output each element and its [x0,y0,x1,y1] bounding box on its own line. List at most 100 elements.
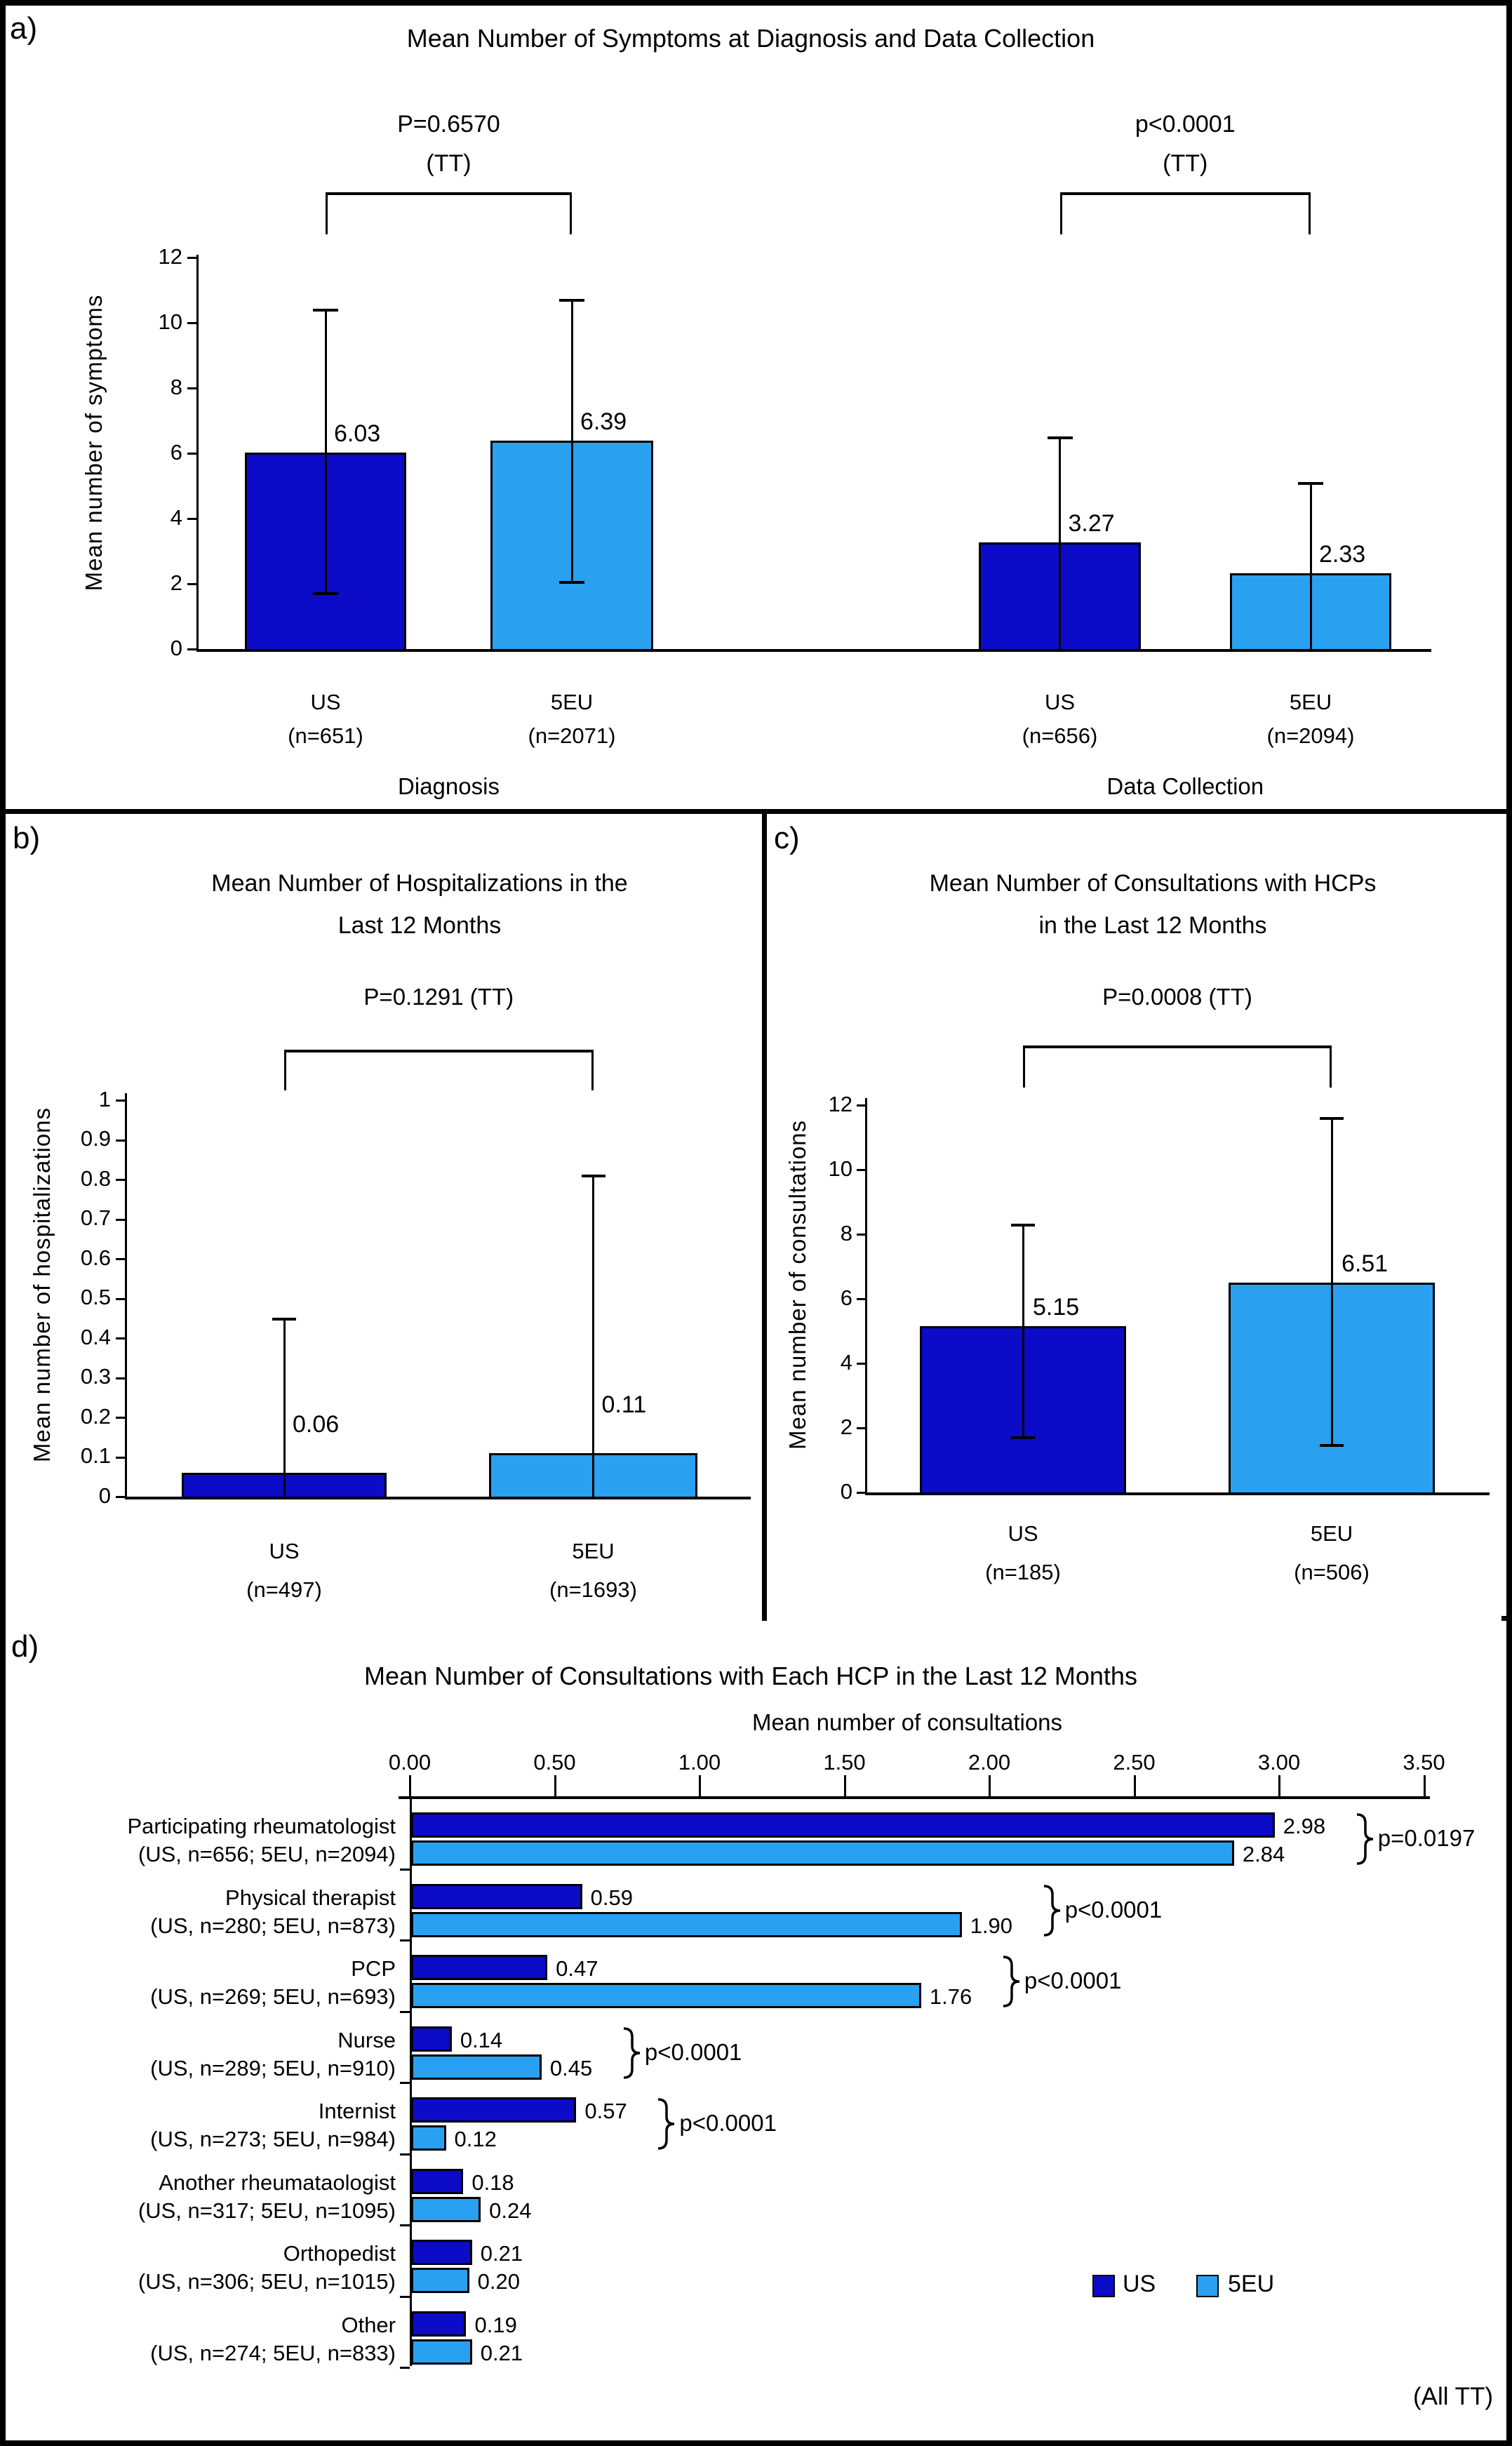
panel-letter: d) [11,1629,39,1664]
bar-5eu [411,1840,1234,1866]
error-bar-line [1059,436,1061,649]
group-label: Data Collection [1106,773,1264,799]
x-axis-tick-label: 2.50 [1113,1750,1156,1775]
value-label: 0.18 [471,2170,514,2195]
x-axis-tick-mark [843,1775,846,1796]
y-axis-tick-label: 0.3 [80,1364,111,1389]
chart-title: Mean Number of Symptoms at Diagnosis and… [406,24,1095,53]
value-label: 0.47 [556,1956,598,1981]
bar-5eu [411,1983,921,2008]
category-label: Internist [318,2099,396,2123]
x-axis-line [196,649,1431,652]
category-label: 5EU [1289,690,1332,714]
y-axis-tick-mark [857,1234,865,1236]
y-axis-tick-label: 0.8 [80,1165,111,1191]
significance-bracket [284,1050,594,1090]
category-n-label: (US, n=317; 5EU, n=1095) [138,2198,396,2223]
value-label: 0.24 [489,2198,532,2223]
category-n-label: (n=1693) [549,1577,637,1602]
category-label: 5EU [572,1539,615,1563]
significance-text: p<0.0001 [1135,111,1236,138]
panel-letter: b) [13,821,41,855]
category-n-label: (n=2094) [1266,723,1355,748]
category-n-label: (US, n=306; 5EU, n=1015) [138,2269,396,2294]
legend-swatch-5eu [1196,2275,1219,2297]
x-axis-tick-label: 1.50 [823,1750,866,1775]
value-label: 6.39 [580,408,627,435]
x-axis-tick-mark [989,1775,991,1796]
category-label: US [1008,1521,1038,1546]
y-axis-tick-label: 2 [840,1414,852,1439]
y-axis-tick-mark [187,453,196,455]
y-axis-tick-mark [116,1337,125,1339]
value-label: 0.06 [293,1411,340,1438]
y-axis-tick-label: 4 [170,504,182,530]
chart-title: in the Last 12 Months [1038,912,1267,939]
y-axis-tick-mark [857,1492,865,1494]
y-axis-tick-label: 6 [170,439,182,465]
p-value-label: p<0.0001 [1024,1967,1122,1993]
error-bar-cap-top [313,309,338,312]
value-label: 0.20 [477,2269,520,2294]
y-axis-tick-mark [187,322,196,324]
y-axis-tick-mark [187,518,196,520]
x-axis-tick-label: 0.50 [533,1750,576,1775]
category-label: US [310,690,341,714]
x-axis-tick-label: 3.50 [1403,1750,1445,1775]
y-axis-tick-mark [116,1258,125,1260]
significance-bracket [326,192,572,234]
y-axis-tick-mark [116,1377,125,1379]
significance-bracket [1059,192,1311,234]
category-label: US [269,1539,300,1563]
bar-us [411,2311,467,2337]
panel-letter: a) [10,11,38,46]
y-axis-tick-mark [116,1417,125,1419]
value-label: 1.76 [929,1984,972,2009]
y-axis-tick-label: 0 [98,1483,111,1508]
panel-a: a) Mean Number of Symptoms at Diagnosis a… [6,6,1506,814]
error-bar-cap-top [1011,1224,1035,1227]
error-bar-cap-bottom [1320,1444,1344,1448]
y-axis-tick-label: 8 [170,374,182,399]
error-bar-line [1309,482,1312,649]
y-axis-tick-mark [187,387,196,389]
value-label: 0.57 [584,2099,627,2123]
value-label: 6.03 [334,420,381,447]
error-bar-cap-top [581,1175,606,1178]
value-label: 0.11 [601,1391,647,1418]
bar-us [411,1955,548,1980]
legend-swatch-us [1092,2275,1115,2297]
category-n-label: (US, n=289; 5EU, n=910) [150,2055,396,2080]
bar-5eu [411,2125,446,2151]
error-bar-cap-top [1320,1117,1344,1121]
value-label: 0.21 [480,2340,523,2365]
x-axis-tick-label: 0.00 [388,1750,431,1775]
bar-us [411,1812,1275,1838]
category-n-label: (n=2071) [528,723,616,748]
value-label: 3.27 [1068,509,1115,537]
x-axis-line [125,1497,751,1499]
category-axis-tick-mark [400,1939,410,1942]
y-axis-title: Mean number of hospitalizations [29,1107,55,1463]
y-axis-tick-mark [187,648,196,650]
p-value-label: p<0.0001 [679,2110,777,2136]
category-axis-tick-mark [400,2082,410,2084]
category-label: US [1044,690,1076,714]
y-axis-line [196,255,199,651]
error-bar-cap-top [1047,436,1073,439]
y-axis-tick-label: 10 [158,309,182,334]
category-label: Participating rheumatologist [127,1814,396,1838]
y-axis-tick-label: 0.1 [80,1443,111,1469]
bar-us [411,2097,577,2123]
y-axis-tick-label: 12 [828,1091,852,1116]
y-axis-tick-label: 12 [158,243,182,269]
category-n-label: (n=506) [1294,1560,1370,1584]
category-label: Orthopedist [283,2241,396,2266]
p-value-label: p<0.0001 [1064,1896,1163,1923]
error-bar-line [570,300,573,582]
x-axis-tick-label: 3.00 [1257,1750,1301,1775]
chart-title: Mean Number of Consultations with HCPs [929,870,1377,897]
x-axis-tick-mark [1133,1775,1136,1796]
error-bar-line [1022,1224,1024,1438]
